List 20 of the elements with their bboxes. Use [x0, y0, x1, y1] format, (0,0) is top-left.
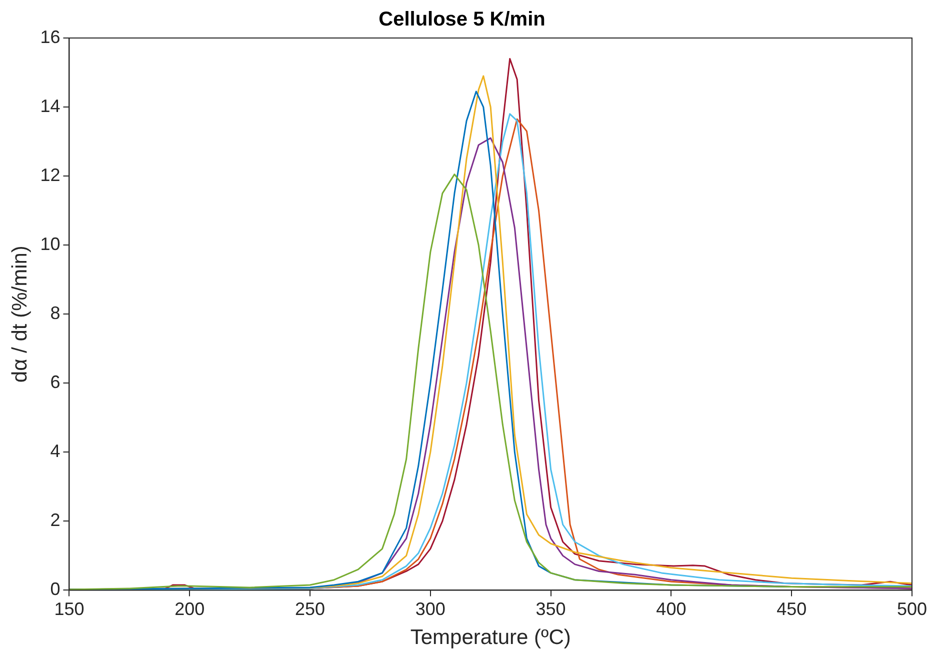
x-tick-label: 500 — [896, 598, 928, 619]
y-tick-label: 16 — [40, 26, 60, 47]
x-tick-label: 350 — [536, 598, 566, 619]
y-tick-label: 14 — [40, 96, 60, 116]
y-tick-label: 2 — [50, 510, 60, 530]
chart-title: Cellulose 5 K/min — [378, 8, 546, 31]
y-tick-label: 0 — [50, 579, 60, 600]
y-tick-label: 6 — [50, 372, 60, 392]
y-tick-label: 8 — [50, 303, 60, 324]
y-tick-label: 4 — [50, 441, 60, 462]
y-tick-label: 12 — [40, 165, 60, 186]
x-axis-title: Temperature (ºC) — [410, 626, 571, 650]
x-tick-label: 400 — [656, 598, 686, 619]
x-tick-label: 250 — [294, 598, 326, 619]
x-tick-label: 200 — [174, 598, 205, 619]
x-tick-label: 300 — [415, 598, 446, 619]
y-tick-label: 10 — [40, 234, 60, 254]
x-tick-label: 150 — [54, 598, 84, 619]
y-axis-title: dα / dt (%/min) — [8, 246, 32, 383]
x-tick-label: 450 — [776, 598, 807, 619]
